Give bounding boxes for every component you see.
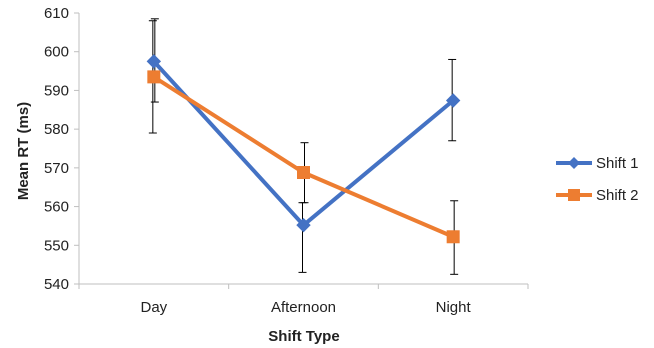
series-2-point — [297, 166, 310, 180]
y-tick-label: 540 — [44, 276, 69, 293]
legend-label: Shift 2 — [596, 187, 639, 204]
series-2-line — [152, 75, 454, 239]
legend-label: Shift 1 — [596, 155, 639, 172]
legend-swatch-marker — [568, 189, 580, 201]
series-1-line — [152, 60, 455, 228]
series-1-point — [445, 93, 461, 108]
x-tick-label: Afternoon — [271, 299, 336, 316]
series-markers — [146, 54, 461, 244]
error-bars — [148, 18, 459, 275]
series-lines — [152, 60, 455, 239]
axes: 540 550 560 570 580 590 600 610 Day Afternoon Nigh… — [44, 5, 529, 316]
series-1-point — [296, 217, 311, 233]
series-2-point — [147, 70, 161, 84]
legend: Shift 1 Shift 2 — [556, 155, 639, 204]
x-tick-label: Day — [140, 299, 167, 316]
legend-swatch-marker — [568, 157, 580, 169]
series-1-point — [146, 54, 162, 69]
y-tick-label: 590 — [44, 82, 69, 99]
y-axis-title: Mean RT (ms) — [15, 102, 32, 200]
x-tick-label: Night — [436, 299, 472, 316]
y-tick-label: 560 — [44, 199, 69, 216]
legend-entry-series-2: Shift 2 — [556, 187, 639, 204]
y-tick-label: 610 — [44, 5, 69, 22]
series-2-point — [446, 230, 460, 244]
y-tick-label: 580 — [44, 121, 69, 138]
y-tick-label: 550 — [44, 237, 69, 254]
legend-entry-series-1: Shift 1 — [556, 155, 639, 172]
x-axis-title: Shift Type — [268, 328, 339, 345]
y-tick-label: 600 — [44, 44, 69, 61]
series-1-error-bar — [298, 202, 307, 273]
y-tick-label: 570 — [44, 160, 69, 177]
